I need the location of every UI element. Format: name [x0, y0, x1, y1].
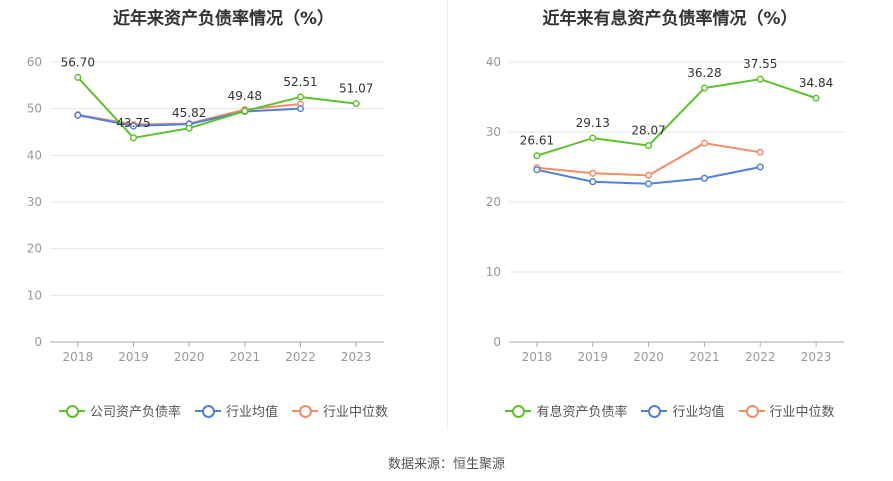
legend-item-industry-avg[interactable]: 行业均值 — [194, 401, 278, 420]
data-point — [185, 124, 193, 132]
x-tick-label: 2021 — [230, 350, 261, 364]
data-label: 45.82 — [172, 106, 206, 120]
series-line — [536, 78, 817, 157]
data-point — [812, 94, 820, 102]
series-line — [77, 76, 357, 139]
data-point — [756, 163, 764, 171]
data-label: 28.07 — [631, 124, 665, 138]
legend-label: 行业中位数 — [323, 405, 389, 420]
legend-label: 行业均值 — [225, 405, 278, 420]
y-tick-label: 10 — [27, 288, 42, 302]
data-point — [589, 178, 597, 186]
data-point — [296, 93, 305, 101]
data-label: 43.75 — [116, 116, 150, 130]
data-point — [74, 111, 82, 119]
legend-item-industry-median[interactable]: 行业中位数 — [292, 401, 388, 420]
data-point — [700, 84, 708, 92]
chart-title: 近年来资产负债率情况（%） — [112, 9, 335, 29]
y-tick-label: 50 — [27, 102, 42, 116]
data-label: 51.07 — [339, 82, 373, 96]
data-point — [645, 141, 653, 150]
legend-item-company[interactable]: 公司资产负债率 — [58, 401, 181, 420]
line-dot-icon — [738, 404, 765, 418]
y-tick-label: 10 — [486, 265, 501, 279]
data-point — [129, 122, 138, 130]
data-point — [129, 134, 138, 142]
debt-ratio-chart-panel: 近年来资产负债率情况（%） 0 10 20 30 40 50 60 2018 2019 2020 2… — [0, 0, 447, 440]
line-dot-icon — [505, 404, 532, 418]
y-tick-label: 30 — [486, 125, 501, 139]
data-label: 34.84 — [799, 76, 833, 90]
data-label: 37.55 — [743, 57, 777, 71]
data-label: 52.51 — [283, 75, 317, 89]
y-tick-label: 0 — [493, 335, 501, 349]
data-point — [352, 100, 360, 108]
data-label: 49.48 — [228, 89, 262, 103]
data-point — [296, 105, 305, 113]
line-dot-icon — [58, 404, 85, 418]
data-point — [756, 75, 764, 83]
data-label: 56.70 — [61, 55, 95, 69]
x-tick-label: 2020 — [174, 350, 205, 364]
x-tick-label: 2018 — [522, 350, 553, 364]
interest-debt-ratio-chart: 0 10 20 30 40 2018 2019 2020 2021 2022 2023 26.61 29… — [486, 55, 844, 364]
data-label: 26.61 — [520, 134, 554, 148]
legend-label: 公司资产负债率 — [89, 405, 181, 420]
legend-label: 有息资产负债率 — [536, 405, 628, 420]
debt-ratio-chart: 0 10 20 30 40 50 60 2018 2019 2020 2021 2022 2023 56.… — [27, 55, 384, 364]
data-point — [74, 73, 82, 81]
x-tick-label: 2019 — [577, 350, 608, 364]
data-source: 数据来源：恒生聚源 — [387, 457, 505, 472]
data-point — [700, 174, 708, 182]
legend-item-industry-avg[interactable]: 行业均值 — [641, 401, 725, 420]
y-tick-label: 40 — [486, 55, 501, 69]
data-point — [645, 171, 653, 179]
x-tick-label: 2020 — [633, 350, 664, 364]
y-tick-label: 40 — [27, 148, 42, 162]
line-dot-icon — [194, 404, 221, 418]
data-point — [589, 134, 597, 142]
legend-item-industry-median[interactable]: 行业中位数 — [738, 401, 835, 420]
x-tick-label: 2019 — [118, 350, 149, 364]
y-tick-label: 60 — [27, 55, 42, 69]
data-point — [645, 180, 653, 188]
y-tick-label: 20 — [486, 195, 501, 209]
data-label: 36.28 — [687, 66, 721, 80]
x-tick-label: 2022 — [285, 350, 316, 364]
data-point — [700, 139, 708, 147]
x-tick-label: 2021 — [689, 350, 720, 364]
data-point — [533, 152, 541, 160]
x-tick-label: 2023 — [341, 350, 372, 364]
x-tick-label: 2018 — [63, 350, 94, 364]
interest-debt-ratio-chart-panel: 近年来有息资产负债率情况（%） 0 10 20 30 40 2018 2019 2020 202… — [447, 0, 893, 440]
line-dot-icon — [641, 404, 668, 418]
chart-legend: 公司资产负债率 行业均值 行业中位数 — [0, 401, 447, 420]
panel-divider — [447, 0, 448, 430]
x-tick-label: 2022 — [745, 350, 776, 364]
legend-label: 行业中位数 — [769, 405, 835, 420]
y-tick-label: 0 — [34, 335, 42, 349]
legend-item-company[interactable]: 有息资产负债率 — [505, 401, 627, 420]
x-tick-label: 2023 — [801, 350, 832, 364]
y-tick-label: 30 — [27, 195, 42, 209]
y-tick-label: 20 — [27, 242, 42, 256]
data-point — [756, 148, 764, 156]
data-point — [241, 107, 249, 115]
data-label: 29.13 — [576, 116, 610, 130]
line-dot-icon — [292, 404, 318, 418]
data-point — [589, 169, 597, 177]
data-point — [533, 166, 541, 174]
legend-label: 行业均值 — [672, 405, 725, 420]
chart-title: 近年来有息资产负债率情况（%） — [542, 9, 798, 29]
chart-legend: 有息资产负债率 行业均值 行业中位数 — [447, 401, 893, 420]
